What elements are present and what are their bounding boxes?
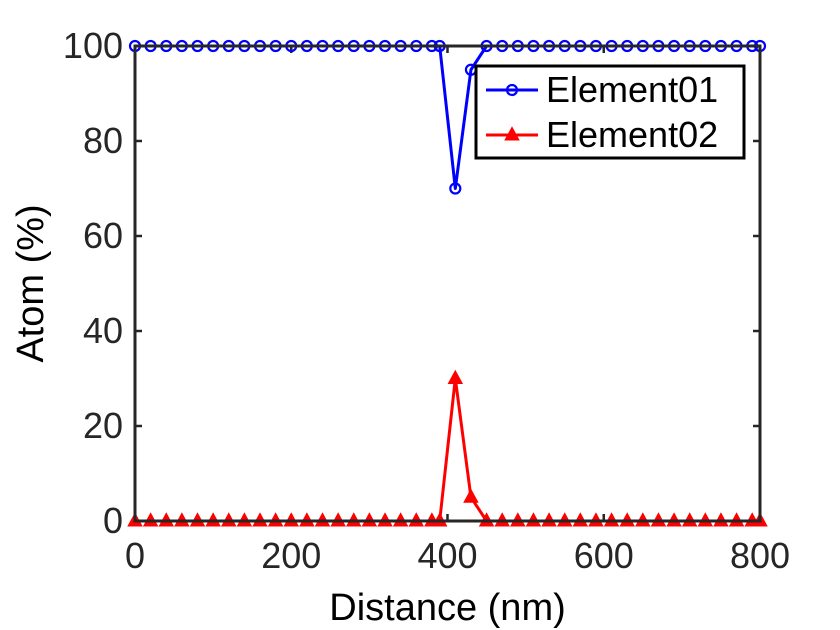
axes: 0 20 40 60 80 100 0 200 400 600 800 (63, 25, 790, 576)
y-tick-label: 20 (83, 405, 123, 446)
x-tick-label: 400 (417, 535, 477, 576)
y-tick-label: 0 (103, 500, 123, 541)
data-point-circle (449, 182, 462, 195)
y-tick-label: 100 (63, 25, 123, 66)
x-tick-label: 600 (574, 535, 634, 576)
data-point-circle (505, 83, 519, 97)
y-tick-label: 60 (83, 215, 123, 256)
x-tick-label: 0 (125, 535, 145, 576)
y-tick-label: 80 (83, 120, 123, 161)
plot-frame (133, 44, 762, 523)
data-point-triangle (463, 488, 479, 503)
legend-label: Element02 (546, 114, 718, 155)
x-axis-title: Distance (nm) (329, 587, 566, 629)
x-tick-label: 200 (261, 535, 321, 576)
legend-label: Element01 (546, 69, 718, 110)
y-tick-label: 40 (83, 310, 123, 351)
y-axis-title: Atom (%) (10, 204, 52, 362)
x-tick-label: 800 (730, 535, 790, 576)
plot-box (133, 44, 762, 523)
data-point-triangle (447, 369, 464, 385)
legend-box (474, 64, 746, 160)
data-point-triangle (504, 126, 520, 141)
